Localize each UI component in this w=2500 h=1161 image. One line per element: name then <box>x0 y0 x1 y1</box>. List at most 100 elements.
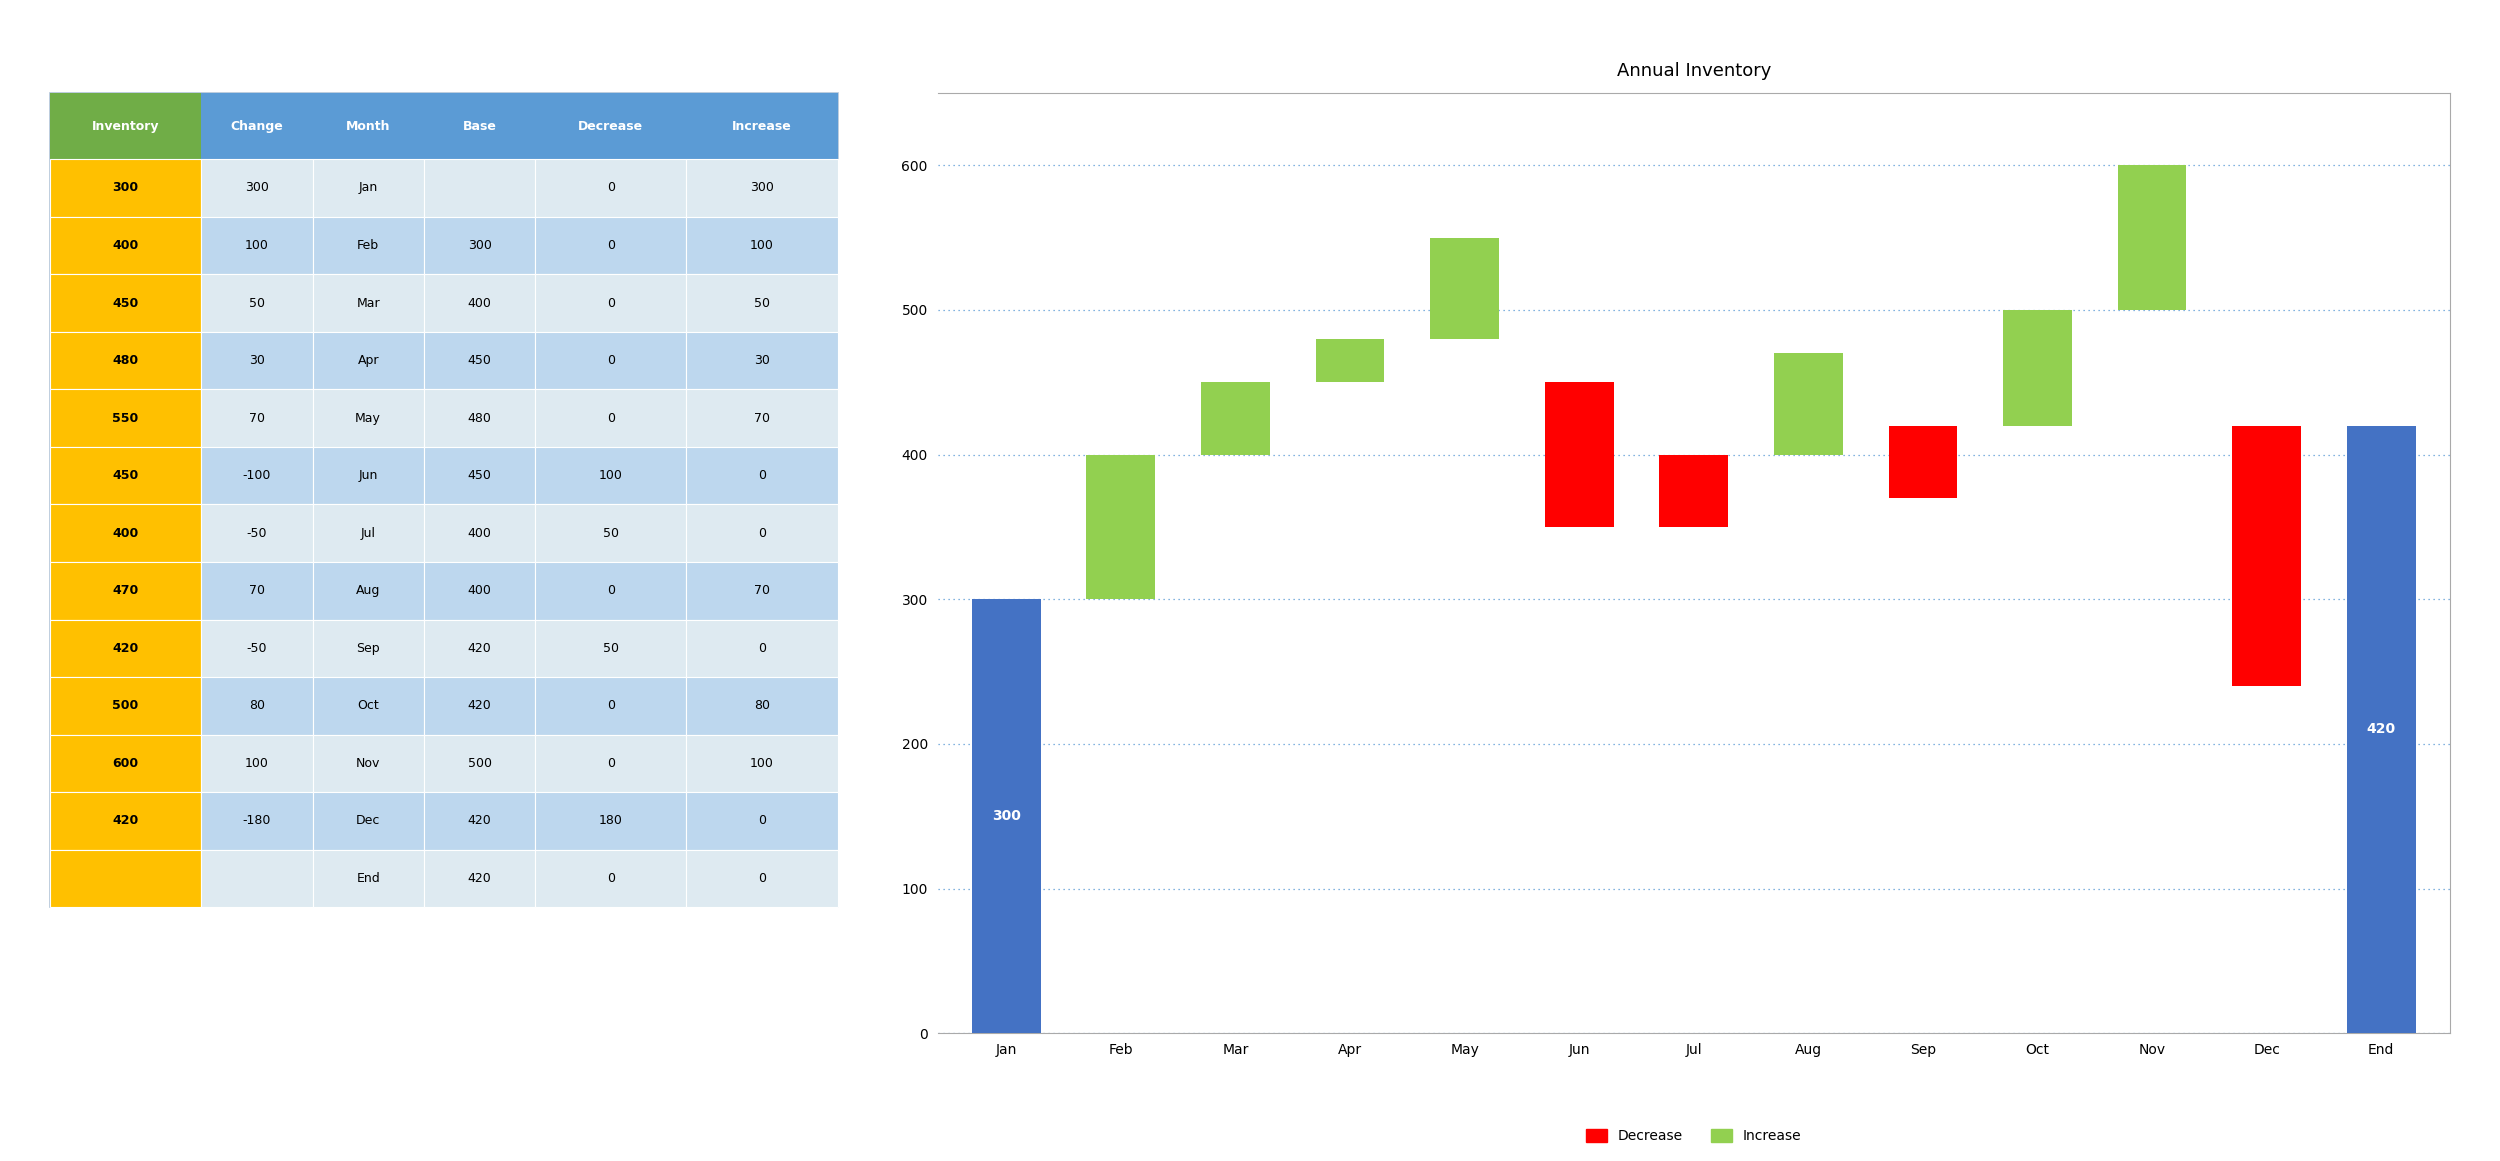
FancyBboxPatch shape <box>425 677 535 735</box>
FancyBboxPatch shape <box>688 735 838 792</box>
FancyBboxPatch shape <box>50 562 200 620</box>
Bar <box>1200 382 1270 455</box>
Text: Dec: Dec <box>355 814 380 828</box>
FancyBboxPatch shape <box>425 217 535 274</box>
Text: 100: 100 <box>245 239 270 252</box>
FancyBboxPatch shape <box>312 504 425 562</box>
FancyBboxPatch shape <box>200 389 312 447</box>
Text: Apr: Apr <box>357 354 380 367</box>
FancyBboxPatch shape <box>688 332 838 389</box>
Text: 30: 30 <box>755 354 770 367</box>
Text: 450: 450 <box>468 354 492 367</box>
FancyBboxPatch shape <box>50 735 200 792</box>
Text: 50: 50 <box>602 642 620 655</box>
Text: 0: 0 <box>608 584 615 597</box>
Text: 420: 420 <box>112 814 138 828</box>
Text: -50: -50 <box>248 642 268 655</box>
FancyBboxPatch shape <box>50 504 200 562</box>
FancyBboxPatch shape <box>200 159 312 217</box>
FancyBboxPatch shape <box>425 792 535 850</box>
FancyBboxPatch shape <box>312 389 425 447</box>
Text: 70: 70 <box>250 584 265 597</box>
FancyBboxPatch shape <box>200 735 312 792</box>
FancyBboxPatch shape <box>50 850 200 907</box>
Text: 400: 400 <box>468 296 492 310</box>
FancyBboxPatch shape <box>688 677 838 735</box>
Text: Decrease: Decrease <box>578 120 642 132</box>
FancyBboxPatch shape <box>200 792 312 850</box>
FancyBboxPatch shape <box>312 274 425 332</box>
Text: 500: 500 <box>468 757 492 770</box>
FancyBboxPatch shape <box>312 562 425 620</box>
FancyBboxPatch shape <box>312 93 425 159</box>
FancyBboxPatch shape <box>535 447 688 504</box>
Text: 30: 30 <box>250 354 265 367</box>
FancyBboxPatch shape <box>688 792 838 850</box>
Text: Jun: Jun <box>357 469 377 482</box>
FancyBboxPatch shape <box>425 447 535 504</box>
Text: 0: 0 <box>758 469 765 482</box>
FancyBboxPatch shape <box>50 792 200 850</box>
FancyBboxPatch shape <box>200 677 312 735</box>
Text: 300: 300 <box>750 181 775 194</box>
Text: 100: 100 <box>750 757 775 770</box>
Text: 0: 0 <box>608 872 615 885</box>
Text: 400: 400 <box>468 584 492 597</box>
FancyBboxPatch shape <box>688 562 838 620</box>
FancyBboxPatch shape <box>50 447 200 504</box>
Text: 300: 300 <box>468 239 492 252</box>
FancyBboxPatch shape <box>688 93 838 159</box>
Text: 400: 400 <box>112 527 138 540</box>
Bar <box>2002 310 2072 426</box>
Text: 0: 0 <box>608 412 615 425</box>
Text: End: End <box>357 872 380 885</box>
Text: 100: 100 <box>245 757 270 770</box>
FancyBboxPatch shape <box>50 620 200 677</box>
FancyBboxPatch shape <box>200 93 312 159</box>
Bar <box>1545 382 1612 527</box>
Bar <box>1430 238 1500 339</box>
Bar <box>2348 426 2415 1033</box>
FancyBboxPatch shape <box>50 274 200 332</box>
FancyBboxPatch shape <box>425 850 535 907</box>
FancyBboxPatch shape <box>425 504 535 562</box>
FancyBboxPatch shape <box>535 562 688 620</box>
FancyBboxPatch shape <box>312 447 425 504</box>
Text: Jan: Jan <box>357 181 377 194</box>
FancyBboxPatch shape <box>200 850 312 907</box>
Text: 0: 0 <box>758 527 765 540</box>
FancyBboxPatch shape <box>50 332 200 389</box>
Text: 500: 500 <box>112 699 138 713</box>
Text: 480: 480 <box>468 412 492 425</box>
Text: 300: 300 <box>112 181 138 194</box>
FancyBboxPatch shape <box>200 217 312 274</box>
Text: 300: 300 <box>245 181 270 194</box>
FancyBboxPatch shape <box>200 504 312 562</box>
Bar <box>1088 455 1155 599</box>
Text: Oct: Oct <box>357 699 380 713</box>
FancyBboxPatch shape <box>50 389 200 447</box>
FancyBboxPatch shape <box>200 274 312 332</box>
Text: Base: Base <box>462 120 498 132</box>
FancyBboxPatch shape <box>688 217 838 274</box>
Text: 420: 420 <box>2368 722 2395 736</box>
Text: -180: -180 <box>242 814 270 828</box>
Text: 400: 400 <box>112 239 138 252</box>
Text: May: May <box>355 412 380 425</box>
Text: 0: 0 <box>608 239 615 252</box>
Text: 450: 450 <box>112 469 138 482</box>
Text: 0: 0 <box>608 699 615 713</box>
FancyBboxPatch shape <box>535 159 688 217</box>
Text: 420: 420 <box>112 642 138 655</box>
Text: 70: 70 <box>250 412 265 425</box>
FancyBboxPatch shape <box>535 274 688 332</box>
Bar <box>1888 426 1958 498</box>
Text: 0: 0 <box>608 181 615 194</box>
FancyBboxPatch shape <box>425 332 535 389</box>
Bar <box>972 599 1040 1033</box>
FancyBboxPatch shape <box>425 159 535 217</box>
FancyBboxPatch shape <box>535 850 688 907</box>
FancyBboxPatch shape <box>425 274 535 332</box>
FancyBboxPatch shape <box>535 735 688 792</box>
Text: 420: 420 <box>468 699 492 713</box>
